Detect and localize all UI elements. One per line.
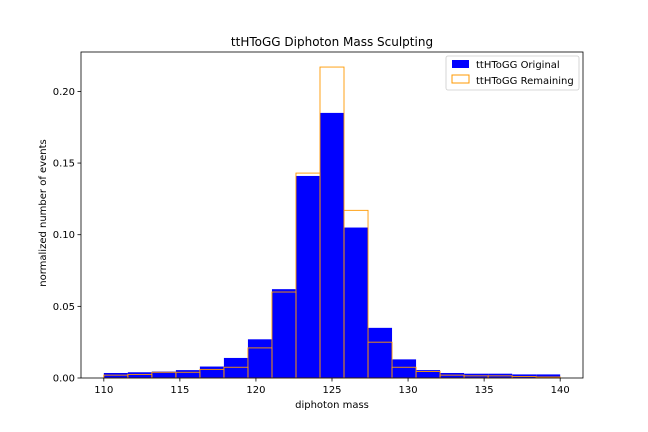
legend-swatch-remaining — [451, 74, 470, 84]
y-tick-label-2: 0.10 — [53, 230, 75, 241]
chart-title: ttHToGG Diphoton Mass Sculpting — [231, 35, 433, 49]
y-axis-label: normalized number of events — [38, 139, 49, 286]
bar-original-7 — [271, 289, 296, 378]
bar-original-5 — [223, 357, 248, 378]
bar-original-6 — [247, 339, 272, 378]
remaining-series-steps — [103, 66, 561, 379]
x-tick-label-6: 140 — [551, 385, 570, 396]
x-tick-label-5: 135 — [475, 385, 494, 396]
x-tick-label-1: 115 — [170, 385, 189, 396]
y-tick-label-0: 0.00 — [53, 374, 75, 385]
x-axis-label: diphoton mass — [295, 400, 369, 411]
legend: ttHToGG Original ttHToGG Remaining — [445, 55, 580, 91]
bar-original-10 — [344, 227, 369, 378]
bar-original-11 — [368, 327, 393, 378]
legend-box — [445, 55, 580, 91]
x-tick-label-2: 120 — [246, 385, 265, 396]
y-tick-label-3: 0.15 — [53, 159, 75, 170]
y-axis: 0.00 0.05 0.10 0.15 0.20 — [53, 87, 81, 385]
bar-original-3 — [175, 370, 200, 378]
bar-original-12 — [392, 359, 417, 378]
bar-original-4 — [199, 366, 224, 378]
y-tick-label-4: 0.20 — [53, 87, 75, 98]
y-tick-label-1: 0.05 — [53, 302, 75, 313]
x-tick-label-4: 130 — [399, 385, 418, 396]
bar-original-8 — [295, 175, 320, 378]
bar-original-9 — [319, 112, 345, 379]
bar-original-13 — [416, 370, 441, 378]
original-series-bars — [103, 112, 561, 379]
legend-swatch-original — [452, 60, 469, 68]
legend-label-original: ttHToGG Original — [476, 60, 560, 71]
x-tick-label-0: 110 — [94, 385, 113, 396]
bar-original-18 — [536, 374, 561, 378]
x-tick-label-3: 125 — [322, 385, 341, 396]
legend-label-remaining: ttHToGG Remaining — [476, 76, 574, 87]
x-axis: 110 115 120 125 130 135 140 — [94, 378, 570, 396]
bar-original-1 — [127, 372, 152, 378]
bar-original-2 — [151, 371, 176, 378]
